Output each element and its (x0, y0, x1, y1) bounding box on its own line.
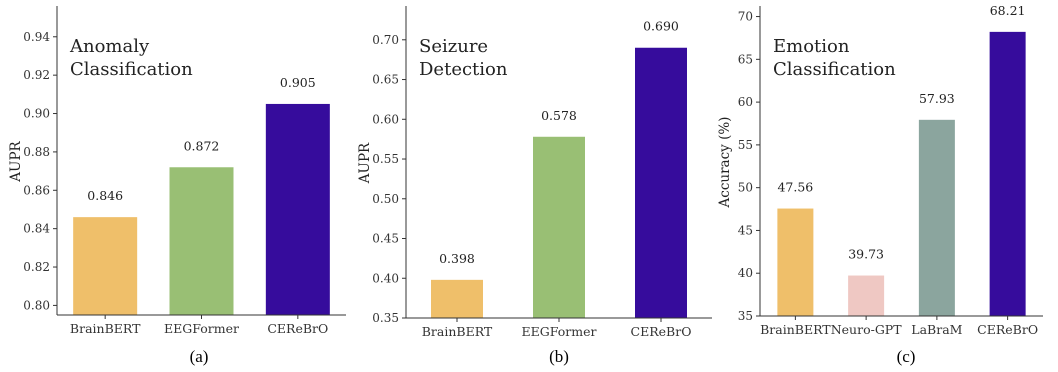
y-tick-label: 70 (738, 10, 753, 24)
panel-anomaly-classification: 0.80 0.82 0.84 0.86 0.88 0.90 0.92 0.94 BrainBER… (8, 6, 346, 366)
y-tick-label: 0.50 (372, 192, 399, 206)
data-label: 0.690 (643, 19, 679, 34)
y-tick-label: 0.90 (23, 107, 50, 121)
data-label: 0.578 (541, 108, 577, 123)
x-tick-label: BrainBERT (422, 324, 493, 339)
bar-neuro-gpt (848, 275, 885, 316)
x-tick-label: LaBraM (911, 322, 962, 337)
panel-caption: (a) (190, 347, 209, 366)
data-label: 39.73 (848, 247, 884, 262)
x-tick-label: BrainBERT (760, 322, 831, 337)
bar-cerebro (635, 47, 687, 318)
y-tick-label: 60 (738, 95, 753, 109)
bar-eegformer (533, 136, 585, 318)
y-tick-label: 0.88 (23, 145, 50, 159)
data-label: 0.846 (87, 188, 123, 203)
y-tick-label: 0.70 (372, 33, 399, 47)
data-label: 57.93 (919, 91, 955, 106)
panel-title: Detection (419, 59, 508, 80)
bar-brainbert (73, 217, 138, 315)
x-tick-label: CEReBrO (631, 324, 692, 339)
x-tick-label: CEReBrO (267, 321, 328, 336)
x-tick-label: EEGFormer (164, 321, 239, 336)
panel-emotion-classification: 35 40 45 50 55 60 65 70 BrainBERT Neuro-GPT LaBraM… (717, 3, 1043, 366)
bar-cerebro (989, 31, 1026, 317)
data-label: 0.872 (184, 138, 220, 153)
y-tick-label: 55 (738, 138, 753, 152)
panel-title: Seizure (419, 36, 488, 57)
x-tick-label: CEReBrO (977, 322, 1038, 337)
y-axis-title: Accuracy (%) (717, 117, 733, 209)
panel-caption: (c) (897, 347, 916, 366)
x-tick-label: Neuro-GPT (831, 322, 903, 337)
y-tick-label: 0.92 (23, 68, 50, 82)
y-axis-title: AUPR (357, 142, 373, 184)
bar-labram (918, 119, 955, 317)
bar-brainbert (431, 279, 483, 318)
data-label: 0.398 (439, 251, 475, 266)
y-axis-title: AUPR (8, 140, 24, 182)
data-label: 68.21 (990, 3, 1026, 18)
bar-eegformer (169, 167, 234, 315)
x-tick-label: EEGFormer (522, 324, 597, 339)
panel-title: Emotion (773, 36, 850, 57)
y-tick-label: 0.60 (372, 112, 399, 126)
panel-seizure-detection: 0.35 0.40 0.45 0.50 0.55 0.60 0.65 0.70 BrainBER… (357, 6, 712, 366)
x-tick-label: BrainBERT (70, 321, 141, 336)
y-tick-label: 0.82 (23, 260, 50, 274)
y-tick-label: 0.86 (23, 183, 50, 197)
panel-title: Classification (773, 59, 896, 80)
y-tick-label: 0.84 (23, 222, 50, 236)
y-tick-label: 0.65 (372, 73, 399, 87)
y-tick-label: 35 (738, 309, 753, 323)
y-tick-label: 50 (738, 181, 753, 195)
panel-caption: (b) (549, 347, 569, 366)
y-tick-label: 0.55 (372, 152, 399, 166)
y-tick-label: 0.35 (372, 311, 399, 325)
data-label: 0.905 (280, 75, 316, 90)
data-label: 47.56 (777, 180, 813, 195)
y-tick-label: 0.94 (23, 30, 50, 44)
y-tick-label: 65 (738, 52, 753, 66)
y-tick-label: 0.40 (372, 271, 399, 285)
y-tick-label: 40 (738, 266, 753, 280)
panel-title: Anomaly (69, 36, 150, 57)
y-tick-label: 0.80 (23, 298, 50, 312)
panel-title: Classification (70, 59, 193, 80)
y-tick-label: 45 (738, 223, 753, 237)
bar-brainbert (777, 208, 814, 316)
bar-cerebro (265, 103, 330, 315)
y-tick-label: 0.45 (372, 232, 399, 246)
